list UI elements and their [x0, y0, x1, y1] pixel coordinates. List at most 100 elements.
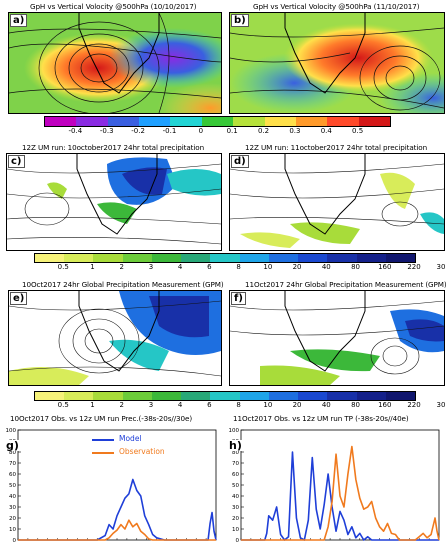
colorbar-tick-label: -0.4	[68, 127, 83, 135]
colorbar-tick-label: 6	[207, 263, 212, 271]
y-tick-label: 100	[6, 428, 17, 434]
colorbar-tick-label: 300	[436, 263, 446, 271]
colorbar-tick-label: 40	[321, 401, 331, 409]
colorbar-swatch	[107, 117, 140, 126]
colorbar-swatch	[295, 117, 328, 126]
panel-a-map: a)	[8, 12, 222, 114]
colorbar-tick-label: 8	[236, 401, 241, 409]
colorbar-swatch	[239, 392, 270, 400]
colorbar-tick-label: 10	[263, 263, 273, 271]
y-tick-label: 60	[9, 472, 16, 478]
panel-e: 10Oct2017 24hr Global Precipitation Meas…	[0, 278, 224, 388]
y-tick-label: 70	[9, 461, 16, 467]
panel-h-title: 11Oct2017 Obs. vs 12z UM run TP (-38s-20…	[233, 414, 409, 423]
colorbar-swatch	[170, 117, 203, 126]
colorbar-swatch	[64, 254, 94, 262]
colorbar-tick-label: 220	[407, 263, 421, 271]
plot-frame	[17, 429, 217, 541]
panel-f-title: 11Oct2017 24hr Global Precipitation Meas…	[245, 280, 446, 289]
colorbar-swatch	[181, 392, 211, 400]
chart-g-svg: 0102030405060708090100	[6, 428, 217, 544]
chart-h-svg: 0102030405060708090100	[229, 428, 440, 544]
y-tick-label: 30	[232, 505, 239, 511]
colorbar-swatch	[76, 117, 109, 126]
colorbar-tick-label: 0.1	[226, 127, 238, 135]
colorbar-tick-label: 0	[198, 127, 204, 135]
panel-h-letter: h)	[227, 439, 244, 452]
colorbar-tick-label: 1	[90, 263, 95, 271]
y-tick-label: 100	[229, 428, 240, 434]
panel-d-map-svg	[230, 154, 444, 250]
colorbar-tick-label: 160	[378, 401, 392, 409]
panel-d-letter: d)	[231, 155, 249, 168]
panel-e-map: e)	[8, 290, 222, 386]
colorbar-swatch	[239, 254, 270, 262]
colorbar-tick-label: 0.2	[257, 127, 270, 135]
colorbar-swatch	[122, 392, 153, 400]
gpm-precip-colorbar-labels: 0.5 1 2 3 4 6 8 10 20 40 80 160 220 300	[34, 401, 446, 411]
panel-c: 12Z UM run: 10october2017 24hr total pre…	[0, 141, 223, 251]
colorbar-swatch	[385, 254, 416, 262]
y-tick-label: 20	[232, 516, 239, 522]
colorbar-tick-label: 2	[119, 263, 124, 271]
colorbar-swatch	[122, 254, 153, 262]
colorbar-swatch	[35, 254, 65, 262]
colorbar-swatch	[64, 392, 94, 400]
panel-c-title: 12Z UM run: 10october2017 24hr total pre…	[22, 143, 205, 152]
colorbar-tick-label: 40	[321, 263, 331, 271]
colorbar-swatch	[35, 392, 65, 400]
colorbar-swatch	[233, 117, 266, 126]
plot-frame	[240, 429, 440, 541]
colorbar-swatch	[139, 117, 171, 126]
colorbar-tick-label: 20	[292, 263, 302, 271]
colorbar-swatch	[264, 117, 297, 126]
panel-a-title: GpH vs Vertical Volocity @500hPa (10/10/…	[30, 2, 197, 11]
colorbar-tick-label: 3	[148, 263, 154, 271]
y-tick-label: 80	[232, 450, 239, 456]
colorbar-swatch	[356, 254, 387, 262]
panel-e-letter: e)	[10, 292, 28, 305]
series-line-observation	[241, 445, 440, 541]
colorbar-tick-label: 4	[177, 263, 183, 271]
colorbar-tick-label: 6	[207, 401, 212, 409]
colorbar-swatch	[151, 254, 182, 262]
panel-g-letter: g)	[4, 439, 21, 452]
colorbar-swatch	[327, 117, 360, 126]
colorbar-tick-label: 4	[177, 401, 183, 409]
y-tick-label: 50	[232, 483, 239, 489]
colorbar-swatch	[201, 117, 234, 126]
colorbar-swatch	[93, 392, 124, 400]
legend-model-label: Model	[119, 434, 142, 443]
gpm-precip-colorbar	[34, 391, 416, 401]
colorbar-swatch	[210, 392, 241, 400]
panel-b-map-svg	[230, 13, 444, 113]
colorbar-swatch	[356, 392, 387, 400]
colorbar-swatch	[210, 254, 241, 262]
colorbar-tick-label: 0.5	[57, 401, 69, 409]
panel-b-letter: b)	[231, 14, 249, 27]
colorbar-tick-label: 0.5	[57, 263, 69, 271]
colorbar-swatch	[268, 392, 299, 400]
colorbar-tick-label: 10	[263, 401, 273, 409]
panel-d-map: d)	[229, 153, 445, 251]
colorbar-swatch	[327, 254, 358, 262]
y-tick-label: 50	[9, 483, 16, 489]
colorbar-tick-label: -0.1	[162, 127, 177, 135]
y-tick-label: 20	[9, 516, 16, 522]
panel-b-title: GpH vs Vertical Volocity @500hPa (11/10/…	[253, 2, 420, 11]
colorbar-tick-label: 80	[351, 263, 360, 271]
panel-b-map: b)	[229, 12, 445, 114]
colorbar-tick-label: 20	[292, 401, 302, 409]
colorbar-tick-label: 220	[407, 401, 421, 409]
panel-d: 12Z UM run: 11october2017 24hr total pre…	[223, 141, 446, 251]
panel-c-map-svg	[7, 154, 221, 250]
panel-f-map: f)	[229, 290, 445, 386]
y-tick-label: 30	[9, 505, 16, 511]
velocity-colorbar-labels: -0.4 -0.3 -0.2 -0.1 0 0.1 0.2 0.3 0.4 0.5	[44, 127, 389, 137]
colorbar-tick-label: 80	[351, 401, 360, 409]
panel-f-letter: f)	[231, 292, 246, 305]
y-tick-label: 10	[232, 527, 239, 533]
panel-g: 10Oct2017 Obs. vs 12z UM run Prec.(-38s-…	[0, 412, 223, 550]
panel-g-title: 10Oct2017 Obs. vs 12z UM run Prec.(-38s-…	[10, 414, 193, 423]
colorbar-swatch	[385, 392, 416, 400]
